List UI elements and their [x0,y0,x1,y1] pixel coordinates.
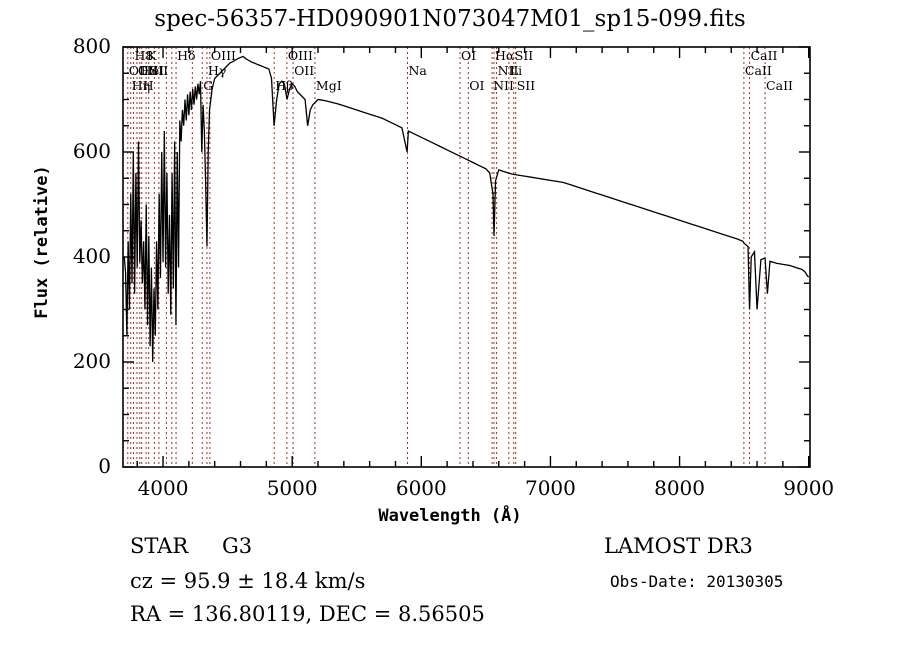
survey-label: LAMOST DR3 [604,534,753,558]
spectral-line-label: SII [514,48,534,63]
spectral-line-label: Hβ [275,78,294,93]
y-tick-label: 0 [98,454,111,478]
spectral-line-label: OI [469,78,485,93]
spectral-line-label: OII [294,63,315,78]
x-tick-label: 5000 [266,476,318,500]
x-tick-label: 7000 [524,476,576,500]
spectral-line-label: HeI [140,63,165,78]
spectral-line-label: MgI [315,78,342,93]
spectral-line-label: Hα [495,48,515,63]
axis-ticks [123,46,810,468]
page-title: spec-56357-HD090901N073047M01_sp15-099.f… [154,6,746,32]
spectrum-trace [123,55,810,363]
spectral-line-label: SII [516,78,536,93]
y-axis-title: Flux (relative) [32,165,52,319]
spectral-line-label: Na [408,63,427,78]
spectral-line-label: K [147,48,157,63]
spectral-line-label: CaII [744,63,772,78]
spectral-class-label: G3 [222,534,253,558]
spectral-line-label: OII [128,63,149,78]
spectral-line-label: OIII [210,48,236,63]
x-tick-label: 4000 [137,476,189,500]
spectral-line-label: Hη [131,78,151,93]
spectral-line-label: Hγ [207,63,227,78]
coordinates-label: RA = 136.80119, DEC = 8.56505 [130,602,485,626]
spectral-line-label: OIII [287,48,313,63]
spectral-line-label: OII [137,63,159,78]
obs-date-label: Obs-Date: 20130305 [610,572,784,591]
x-axis-title: Wavelength (Å) [378,506,522,526]
spectral-line-label: Hδ [177,48,196,63]
y-tick-label: 200 [72,349,111,373]
y-tick-label: 400 [72,244,111,268]
spectral-line-label: NII [497,63,519,78]
x-tick-label: 8000 [654,476,706,500]
spectral-line-markers [127,47,766,467]
spectral-line-label: NII [493,78,514,93]
x-tick-label: 6000 [395,476,447,500]
plot-frame [122,46,811,468]
spectral-line-label: Li [509,63,523,78]
spectral-line-label: CaII [750,48,778,63]
spectral-line-label: H [142,78,154,93]
redshift-velocity-label: cz = 95.9 ± 18.4 km/s [130,569,366,593]
spectral-line-label: H8 [134,48,154,63]
object-type-label: STAR [130,534,189,558]
spectral-line-label: G [203,78,214,93]
x-tick-label: 9000 [783,476,835,500]
y-tick-label: 600 [72,139,111,163]
spectral-line-label: SII [149,63,169,78]
spectral-line-label: CaII [766,78,793,93]
y-tick-label: 800 [72,34,111,58]
spectral-line-label: OI [461,48,477,63]
